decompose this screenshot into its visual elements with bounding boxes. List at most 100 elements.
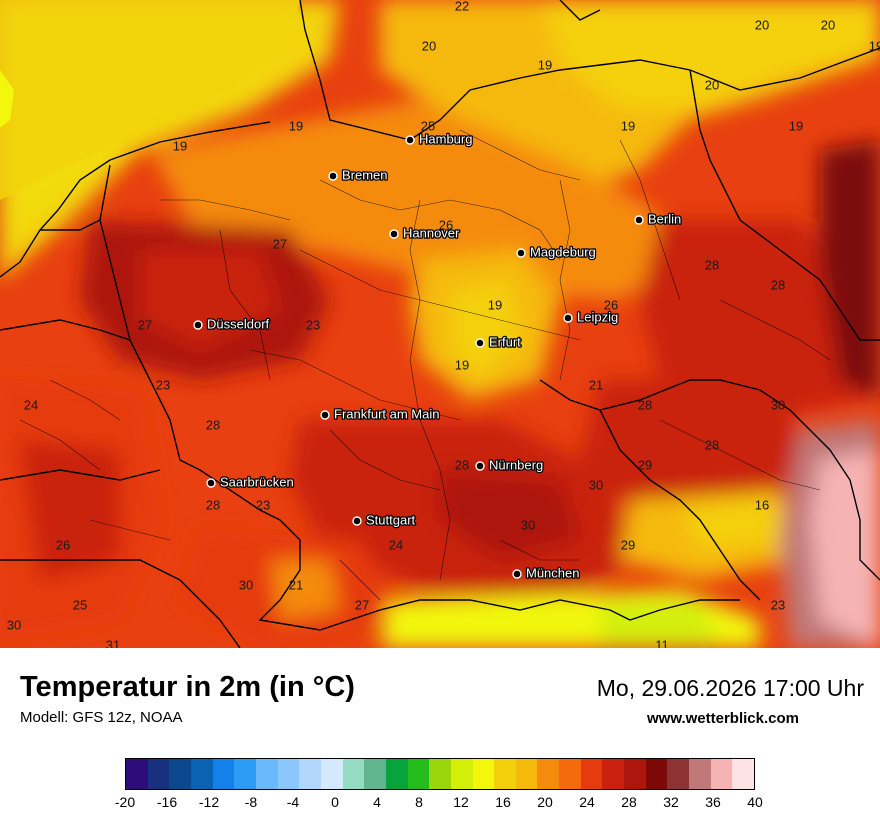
city-label: Nürnberg xyxy=(489,457,543,472)
contour-label: 28 xyxy=(206,497,220,512)
state-borders xyxy=(19,129,831,601)
legend-swatch xyxy=(580,759,603,789)
legend-swatch xyxy=(689,759,711,789)
city-dot xyxy=(634,215,644,225)
city-marker: Bremen xyxy=(328,166,389,184)
city-label: Saarbrücken xyxy=(220,474,294,489)
city-label: Frankfurt am Main xyxy=(334,406,439,421)
contour-label: 30 xyxy=(589,477,603,492)
legend-ticks: -20 -16 -12 -8 -4 0 4 8 12 16 20 24 28 32 36 40 xyxy=(115,794,763,814)
legend-tick-label: 20 xyxy=(537,794,553,810)
forecast-datetime: Mo, 29.06.2026 17:00 Uhr xyxy=(596,675,864,701)
contour-label: 16 xyxy=(755,497,769,512)
city-marker: Hamburg xyxy=(405,130,474,148)
city-label: Bremen xyxy=(342,167,388,182)
contour-label: 19 xyxy=(621,118,635,133)
contour-label: 20 xyxy=(755,17,769,32)
legend-swatch xyxy=(450,759,473,789)
contour-label: 23 xyxy=(306,317,320,332)
legend-swatch xyxy=(494,759,516,789)
map-title: Temperatur in 2m (in °C) xyxy=(20,671,355,703)
contour-label: 19 xyxy=(455,357,469,372)
contour-label: 27 xyxy=(355,597,369,612)
contour-label: 19 xyxy=(173,138,187,153)
legend-tick-label: -8 xyxy=(244,794,258,810)
city-dot xyxy=(328,171,338,181)
temperature-map: 22 20 19 20 20 19 20 19 25 19 19 19 26 27 28 28 19 26 27 23… xyxy=(0,0,880,648)
map-footer: Temperatur in 2m (in °C) Modell: GFS 12z… xyxy=(0,648,880,830)
legend-swatch xyxy=(169,759,191,789)
city-dot xyxy=(405,135,415,145)
city-marker: München xyxy=(512,564,581,582)
contour-label: 31 xyxy=(106,637,120,648)
contour-label: 28 xyxy=(455,457,469,472)
city-dot xyxy=(475,338,485,348)
contour-label: 19 xyxy=(789,118,803,133)
legend-swatch xyxy=(212,759,235,789)
city-marker: Saarbrücken xyxy=(206,473,295,491)
contour-label: 26 xyxy=(439,217,453,232)
contour-label: 27 xyxy=(273,236,287,251)
contour-label: 23 xyxy=(156,377,170,392)
legend-tick-label: 4 xyxy=(373,794,381,810)
contour-label: 20 xyxy=(821,17,835,32)
country-borders xyxy=(0,0,880,648)
city-dot xyxy=(320,410,330,420)
legend-swatch xyxy=(147,759,170,789)
city-dot xyxy=(516,248,526,258)
legend-swatch xyxy=(299,759,321,789)
website-link[interactable]: www.wetterblick.com xyxy=(647,710,799,727)
legend-swatch xyxy=(320,759,343,789)
legend-swatch xyxy=(190,759,213,789)
legend-tick-label: 28 xyxy=(621,794,637,810)
contour-label: 28 xyxy=(705,257,719,272)
city-dot xyxy=(475,461,485,471)
contour-label: 19 xyxy=(538,57,552,72)
contour-label: 20 xyxy=(705,77,719,92)
city-dot xyxy=(206,478,216,488)
legend-swatch xyxy=(407,759,430,789)
legend-swatch xyxy=(277,759,300,789)
city-label: Leipzig xyxy=(577,309,618,324)
legend-tick-label: 16 xyxy=(495,794,511,810)
city-dot xyxy=(193,320,203,330)
city-marker: Leipzig xyxy=(563,308,620,326)
contour-label: 29 xyxy=(621,537,635,552)
contour-label: 25 xyxy=(73,597,87,612)
contour-label: 29 xyxy=(638,457,652,472)
legend-tick-label: 12 xyxy=(453,794,469,810)
contour-label: 30 xyxy=(521,517,535,532)
legend-swatch xyxy=(255,759,278,789)
legend-swatch xyxy=(710,759,733,789)
legend-swatch xyxy=(645,759,668,789)
legend-swatch xyxy=(515,759,538,789)
city-marker: Berlin xyxy=(634,210,683,228)
contour-label: 23 xyxy=(771,597,785,612)
city-marker: Erfurt xyxy=(475,333,522,351)
contour-label: 20 xyxy=(422,38,436,53)
contour-label: 26 xyxy=(604,297,618,312)
contour-label: 30 xyxy=(771,397,785,412)
legend-tick-label: 36 xyxy=(705,794,721,810)
contour-labels: 22 20 19 20 20 19 20 19 25 19 19 19 26 27 28 28 19 26 27 23… xyxy=(7,0,880,648)
city-marker: Nürnberg xyxy=(475,456,545,474)
legend-tick-label: 8 xyxy=(415,794,423,810)
legend-swatch xyxy=(602,759,625,789)
legend-tick-label: -12 xyxy=(198,794,220,810)
legend-swatch xyxy=(385,759,408,789)
contour-label: 28 xyxy=(206,417,220,432)
city-marker: Frankfurt am Main xyxy=(320,405,441,423)
city-label: Stuttgart xyxy=(366,512,416,527)
city-marker: Magdeburg xyxy=(516,243,597,261)
contour-label: 30 xyxy=(7,617,21,632)
contour-label: 30 xyxy=(239,577,253,592)
contour-label: 21 xyxy=(289,577,303,592)
city-marker: Hannover xyxy=(389,224,461,242)
legend-swatch xyxy=(559,759,581,789)
temperature-field xyxy=(0,0,880,648)
city-marker: Düsseldorf xyxy=(193,315,271,333)
legend-tick-label: 0 xyxy=(331,794,339,810)
legend-swatch xyxy=(624,759,646,789)
legend-swatch xyxy=(234,759,256,789)
model-info: Modell: GFS 12z, NOAA xyxy=(20,709,183,726)
